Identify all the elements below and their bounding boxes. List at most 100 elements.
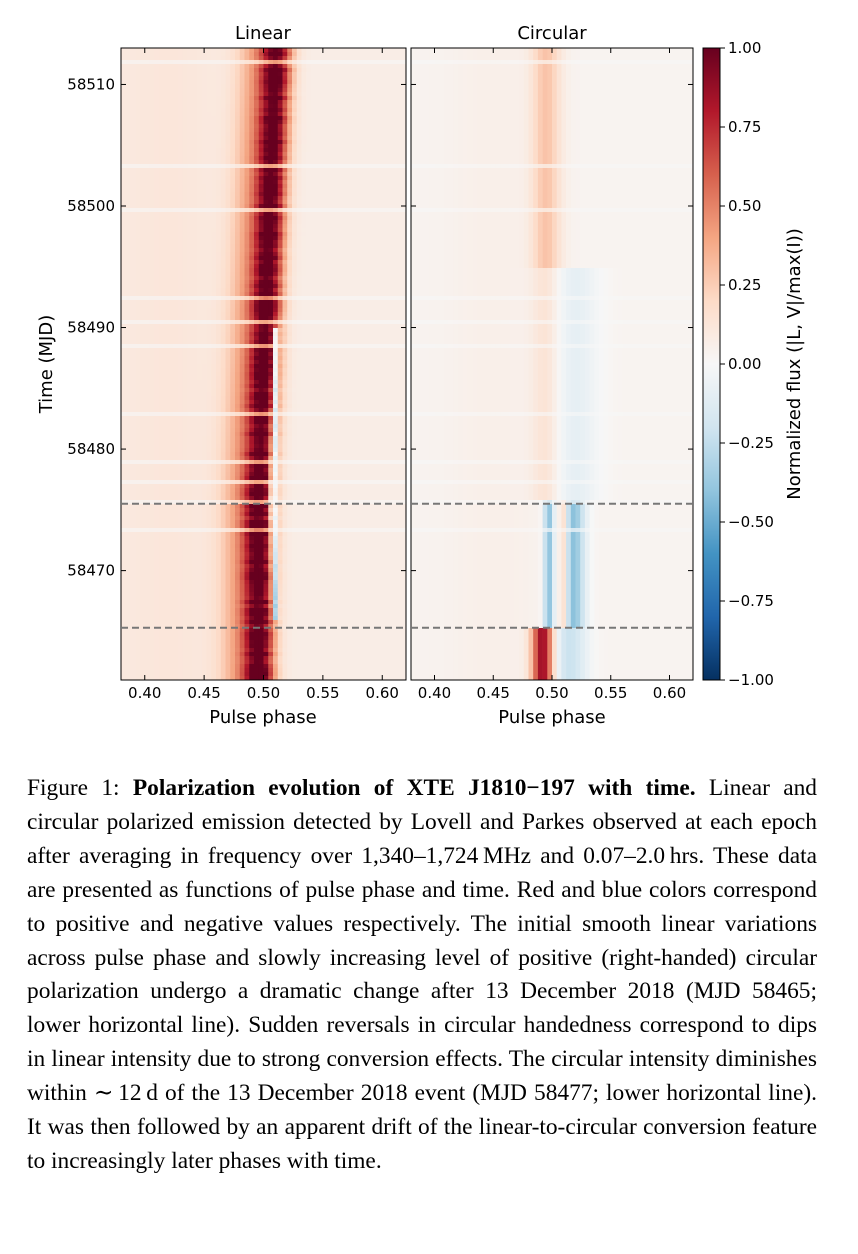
linear-heatmap-cell xyxy=(125,184,131,188)
linear-heatmap-cell xyxy=(163,132,169,136)
linear-heatmap-cell xyxy=(325,240,331,244)
linear-heatmap-cell xyxy=(258,140,264,144)
linear-heatmap-cell xyxy=(296,84,302,88)
linear-heatmap-cell xyxy=(154,272,160,276)
linear-heatmap-cell xyxy=(382,320,388,324)
linear-heatmap-cell xyxy=(239,332,245,336)
linear-heatmap-cell xyxy=(330,368,336,372)
linear-heatmap-cell xyxy=(282,240,288,244)
linear-heatmap-cell xyxy=(159,180,165,184)
linear-heatmap-cell xyxy=(235,272,241,276)
linear-heatmap-cell xyxy=(149,160,155,164)
linear-heatmap-cell xyxy=(349,92,355,96)
linear-heatmap-cell xyxy=(325,220,331,224)
linear-heatmap-cell xyxy=(254,184,260,188)
linear-heatmap-cell xyxy=(339,64,345,68)
linear-heatmap-cell xyxy=(382,204,388,208)
linear-heatmap-cell xyxy=(211,304,217,308)
linear-heatmap-cell xyxy=(353,116,359,120)
linear-heatmap-cell xyxy=(282,56,288,60)
linear-heatmap-cell xyxy=(140,68,146,72)
linear-heatmap-cell xyxy=(154,88,160,92)
linear-heatmap-cell xyxy=(140,60,146,64)
linear-heatmap-cell xyxy=(273,340,279,344)
linear-heatmap-cell xyxy=(258,352,264,356)
linear-heatmap-cell xyxy=(311,360,317,364)
linear-heatmap-cell xyxy=(325,216,331,220)
linear-heatmap-cell xyxy=(330,120,336,124)
linear-heatmap-cell xyxy=(325,352,331,356)
linear-heatmap-cell xyxy=(372,320,378,324)
linear-heatmap-cell xyxy=(287,124,293,128)
linear-heatmap-cell xyxy=(339,156,345,160)
linear-heatmap-cell xyxy=(292,268,298,272)
linear-heatmap-cell xyxy=(382,80,388,84)
linear-heatmap-cell xyxy=(182,180,188,184)
linear-heatmap-cell xyxy=(339,216,345,220)
linear-heatmap-cell xyxy=(225,220,231,224)
linear-heatmap-cell xyxy=(206,52,212,56)
linear-heatmap-cell xyxy=(254,272,260,276)
linear-heatmap-cell xyxy=(206,228,212,232)
linear-heatmap-cell xyxy=(344,288,350,292)
linear-heatmap-cell xyxy=(315,348,321,352)
linear-heatmap-cell xyxy=(149,108,155,112)
linear-heatmap-cell xyxy=(220,196,226,200)
linear-heatmap-cell xyxy=(258,368,264,372)
linear-heatmap-cell xyxy=(353,284,359,288)
linear-heatmap-cell xyxy=(225,216,231,220)
linear-heatmap-cell xyxy=(334,260,340,264)
linear-heatmap-cell xyxy=(273,212,279,216)
linear-heatmap-cell xyxy=(121,352,127,356)
linear-heatmap-cell xyxy=(140,220,146,224)
linear-heatmap-cell xyxy=(358,352,364,356)
linear-heatmap-cell xyxy=(149,212,155,216)
linear-heatmap-cell xyxy=(187,96,193,100)
linear-heatmap-cell xyxy=(330,352,336,356)
linear-heatmap-cell xyxy=(391,108,397,112)
linear-heatmap-cell xyxy=(197,284,203,288)
linear-heatmap-cell xyxy=(292,284,298,288)
linear-heatmap-cell xyxy=(197,128,203,132)
linear-heatmap-cell xyxy=(149,72,155,76)
linear-heatmap-cell xyxy=(216,72,222,76)
linear-heatmap-cell xyxy=(353,112,359,116)
linear-heatmap-cell xyxy=(230,352,236,356)
linear-heatmap-cell xyxy=(306,236,312,240)
linear-heatmap-cell xyxy=(339,328,345,332)
linear-heatmap-cell xyxy=(330,116,336,120)
linear-heatmap-cell xyxy=(377,236,383,240)
linear-heatmap-cell xyxy=(135,60,141,64)
linear-heatmap-cell xyxy=(358,104,364,108)
linear-heatmap-cell xyxy=(330,160,336,164)
linear-heatmap-cell xyxy=(320,192,326,196)
linear-heatmap-cell xyxy=(363,284,369,288)
linear-heatmap-cell xyxy=(387,204,393,208)
linear-heatmap-cell xyxy=(268,156,274,160)
linear-heatmap-cell xyxy=(182,272,188,276)
linear-heatmap-cell xyxy=(382,104,388,108)
linear-heatmap-cell xyxy=(377,244,383,248)
linear-heatmap-cell xyxy=(121,72,127,76)
linear-heatmap-cell xyxy=(230,192,236,196)
linear-heatmap-cell xyxy=(254,368,260,372)
linear-heatmap-cell xyxy=(258,160,264,164)
linear-heatmap-cell xyxy=(187,268,193,272)
linear-heatmap-cell xyxy=(372,136,378,140)
linear-heatmap-cell xyxy=(211,136,217,140)
linear-heatmap-cell xyxy=(358,292,364,296)
linear-heatmap-cell xyxy=(391,84,397,88)
linear-heatmap-cell xyxy=(125,84,131,88)
linear-heatmap-cell xyxy=(330,240,336,244)
linear-heatmap-cell xyxy=(292,64,298,68)
linear-heatmap-cell xyxy=(311,192,317,196)
linear-heatmap-cell xyxy=(168,188,174,192)
linear-heatmap-cell xyxy=(235,68,241,72)
linear-heatmap-cell xyxy=(282,220,288,224)
linear-heatmap-cell xyxy=(173,124,179,128)
linear-heatmap-cell xyxy=(363,244,369,248)
linear-heatmap-cell xyxy=(192,180,198,184)
linear-heatmap-cell xyxy=(130,288,136,292)
linear-heatmap-cell xyxy=(330,244,336,248)
linear-heatmap-cell xyxy=(225,332,231,336)
